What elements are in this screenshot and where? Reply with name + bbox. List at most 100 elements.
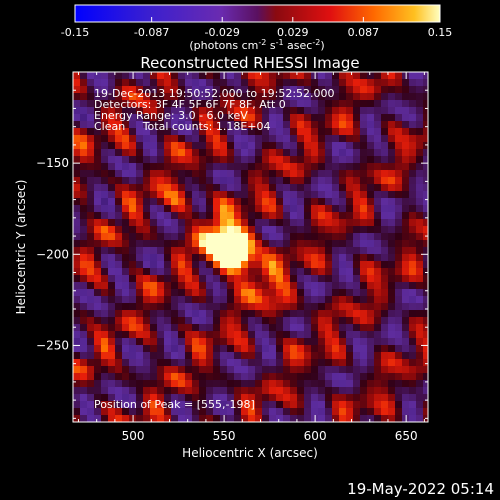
- heatmap-cell: [318, 107, 325, 114]
- heatmap-cell: [339, 142, 346, 149]
- heatmap-cell: [185, 268, 192, 275]
- heatmap-cell: [220, 198, 227, 205]
- heatmap-cell: [423, 198, 428, 205]
- heatmap-cell: [332, 289, 339, 296]
- heatmap-cell: [374, 317, 381, 324]
- heatmap-cell: [80, 86, 87, 93]
- heatmap-cell: [304, 100, 311, 107]
- heatmap-cell: [304, 373, 311, 380]
- heatmap-cell: [129, 247, 136, 254]
- heatmap-cell: [80, 93, 87, 100]
- heatmap-cell: [234, 317, 241, 324]
- heatmap-cell: [171, 184, 178, 191]
- heatmap-cell: [416, 387, 423, 394]
- heatmap-cell: [248, 317, 255, 324]
- heatmap-cell: [94, 240, 101, 247]
- heatmap-cell: [255, 72, 262, 79]
- heatmap-cell: [185, 156, 192, 163]
- heatmap-cell: [325, 100, 332, 107]
- heatmap-cell: [290, 121, 297, 128]
- heatmap-cell: [164, 373, 171, 380]
- heatmap-cell: [192, 142, 199, 149]
- heatmap-cell: [423, 142, 428, 149]
- heatmap-cell: [213, 121, 220, 128]
- heatmap-cell: [304, 268, 311, 275]
- heatmap-cell: [129, 408, 136, 415]
- heatmap-cell: [367, 170, 374, 177]
- heatmap-cell: [402, 212, 409, 219]
- heatmap-cell: [248, 394, 255, 401]
- heatmap-cell: [136, 86, 143, 93]
- heatmap-cell: [325, 366, 332, 373]
- heatmap-cell: [115, 401, 122, 408]
- heatmap-cell: [192, 121, 199, 128]
- heatmap-cell: [325, 114, 332, 121]
- heatmap-cell: [171, 79, 178, 86]
- heatmap-cell: [304, 142, 311, 149]
- heatmap-cell: [311, 177, 318, 184]
- heatmap-cell: [206, 380, 213, 387]
- heatmap-cell: [213, 156, 220, 163]
- heatmap-cell: [388, 303, 395, 310]
- heatmap-cell: [101, 184, 108, 191]
- heatmap-cell: [374, 156, 381, 163]
- heatmap-cell: [115, 170, 122, 177]
- heatmap-cell: [234, 345, 241, 352]
- heatmap-cell: [346, 86, 353, 93]
- heatmap-cell: [262, 114, 269, 121]
- heatmap-cell: [234, 275, 241, 282]
- heatmap-cell: [199, 135, 206, 142]
- heatmap-cell: [395, 268, 402, 275]
- heatmap-cell: [360, 79, 367, 86]
- heatmap-cell: [192, 72, 199, 79]
- heatmap-cell: [283, 282, 290, 289]
- heatmap-cell: [206, 93, 213, 100]
- heatmap-cell: [297, 296, 304, 303]
- heatmap-cell: [164, 198, 171, 205]
- heatmap-cell: [94, 296, 101, 303]
- heatmap-cell: [171, 275, 178, 282]
- heatmap-cell: [255, 296, 262, 303]
- heatmap-cell: [255, 415, 262, 422]
- heatmap-cell: [101, 401, 108, 408]
- heatmap-cell: [157, 121, 164, 128]
- heatmap-cell: [248, 149, 255, 156]
- heatmap-cell: [136, 170, 143, 177]
- heatmap-cell: [339, 415, 346, 422]
- heatmap-cell: [416, 163, 423, 170]
- heatmap-cell: [367, 198, 374, 205]
- heatmap-cell: [206, 324, 213, 331]
- heatmap-cell: [199, 170, 206, 177]
- footer-timestamp: 19-May-2022 05:14: [347, 480, 494, 498]
- heatmap-cell: [241, 191, 248, 198]
- heatmap-cell: [395, 296, 402, 303]
- heatmap-cell: [339, 149, 346, 156]
- heatmap-cell: [318, 394, 325, 401]
- heatmap-cell: [269, 310, 276, 317]
- heatmap-cell: [143, 254, 150, 261]
- heatmap-cell: [220, 184, 227, 191]
- heatmap-cell: [353, 359, 360, 366]
- heatmap-cell: [332, 240, 339, 247]
- heatmap-cell: [374, 408, 381, 415]
- heatmap-cell: [290, 317, 297, 324]
- heatmap-cell: [346, 254, 353, 261]
- heatmap-cell: [220, 93, 227, 100]
- heatmap-cell: [381, 387, 388, 394]
- heatmap-cell: [388, 352, 395, 359]
- heatmap-cell: [108, 156, 115, 163]
- heatmap-cell: [73, 86, 80, 93]
- heatmap-cell: [136, 310, 143, 317]
- heatmap-cell: [374, 268, 381, 275]
- heatmap-cell: [73, 226, 80, 233]
- heatmap-cell: [269, 198, 276, 205]
- heatmap-cell: [255, 121, 262, 128]
- heatmap-cell: [213, 296, 220, 303]
- heatmap-cell: [276, 401, 283, 408]
- heatmap-cell: [94, 72, 101, 79]
- heatmap-cell: [94, 366, 101, 373]
- heatmap-cell: [325, 331, 332, 338]
- heatmap-cell: [353, 233, 360, 240]
- heatmap-cell: [101, 254, 108, 261]
- heatmap-cell: [395, 401, 402, 408]
